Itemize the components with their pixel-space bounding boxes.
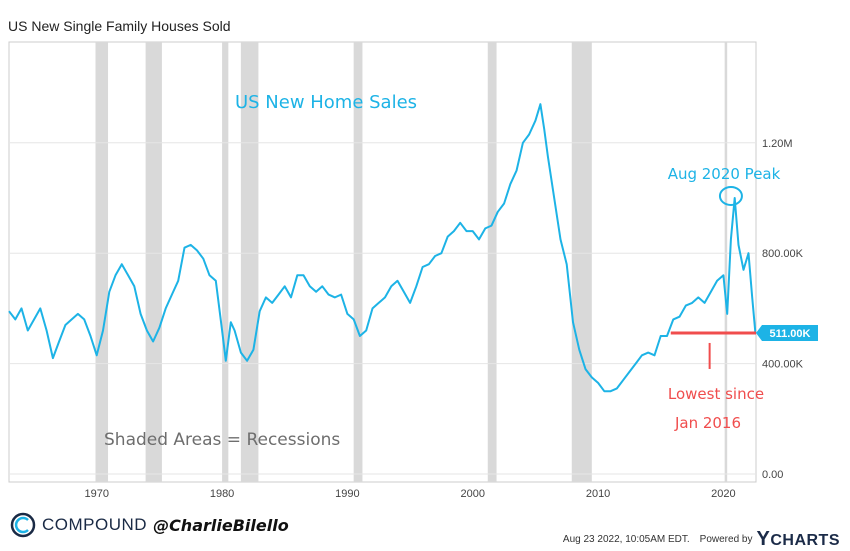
ycharts-logo-y: Y	[756, 528, 771, 550]
tick-layer: 0.00 400.00K 800.00K 1.20M 1970 1980 1990 2000 2…	[84, 138, 803, 500]
timestamp: Aug 23 2022, 10:05AM EDT.	[562, 534, 690, 545]
annotation-layer: US New Home Sales Aug 2020 Peak Lowest sin…	[104, 92, 781, 450]
recession-band	[95, 42, 109, 482]
annotation-main-title: US New Home Sales	[235, 92, 417, 113]
x-tick-label: 2010	[586, 488, 610, 500]
y-tick-label: 400.00K	[762, 359, 804, 371]
y-tick-label: 800.00K	[762, 248, 804, 260]
annotation-recession-note: Shaded Areas = Recessions	[104, 430, 340, 450]
annotation-low-line1: Lowest since	[668, 385, 764, 403]
x-tick-label: 2020	[711, 488, 735, 500]
recession-band	[222, 42, 229, 482]
x-tick-label: 2000	[460, 488, 484, 500]
author-handle: @CharlieBilello	[153, 515, 289, 535]
x-tick-label: 1980	[210, 488, 234, 500]
recession-band	[487, 42, 497, 482]
recession-band	[724, 42, 728, 482]
powered-by-label: Powered by	[699, 534, 753, 545]
footer-brand: COMPOUND @CharlieBilello	[10, 512, 289, 538]
annotation-low-line2: Jan 2016	[674, 414, 741, 432]
y-tick-label: 0.00	[762, 469, 783, 481]
x-tick-label: 1970	[84, 488, 108, 500]
recession-band	[145, 42, 162, 482]
footer-attribution: Aug 23 2022, 10:05AM EDT. Powered by YCH…	[563, 528, 840, 551]
recession-band	[240, 42, 259, 482]
recession-layer	[95, 42, 728, 482]
chart-title: US New Single Family Houses Sold	[8, 18, 231, 34]
ycharts-logo: YCHARTS	[756, 528, 840, 551]
recession-band	[353, 42, 363, 482]
brand-name: COMPOUND	[42, 515, 148, 534]
ycharts-logo-text: CHARTS	[770, 532, 840, 549]
annotation-peak-label: Aug 2020 Peak	[668, 165, 781, 183]
last-value-label: 511.00K	[770, 328, 811, 340]
x-tick-label: 1990	[335, 488, 359, 500]
plot-frame	[8, 41, 757, 483]
recession-band	[571, 42, 592, 482]
grid-layer	[9, 142, 756, 475]
series-line	[8, 103, 757, 393]
last-value-badge	[756, 324, 818, 341]
compound-logo-icon	[10, 512, 36, 538]
y-tick-label: 1.20M	[762, 138, 793, 150]
line-layer: 511.00K	[8, 103, 818, 393]
peak-circle	[718, 186, 743, 206]
